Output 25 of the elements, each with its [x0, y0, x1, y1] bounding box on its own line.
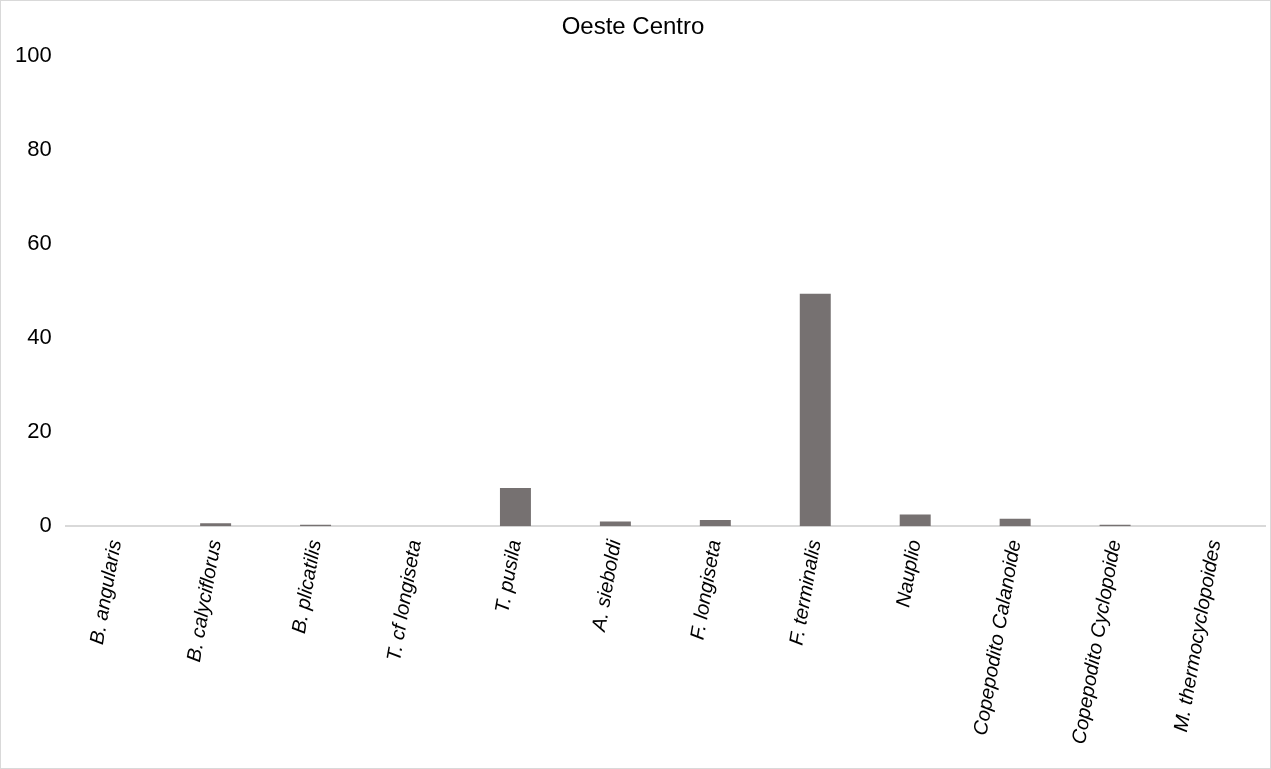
y-tick-label: 40 — [27, 324, 52, 350]
y-tick-label: 0 — [39, 512, 52, 538]
bar — [799, 293, 831, 527]
x-tick-label: Nauplio — [891, 538, 925, 609]
y-tick-label: 60 — [27, 230, 52, 256]
bar — [200, 523, 232, 527]
x-tick-label: T. pusila — [490, 538, 525, 615]
x-tick-label: B. plicatilis — [286, 538, 325, 635]
bar — [599, 521, 631, 527]
x-tick-label: B. calyciflorus — [181, 538, 226, 664]
x-tick-label: F. longiseta — [685, 538, 725, 642]
y-tick-label: 20 — [27, 418, 52, 444]
bar — [499, 488, 531, 527]
x-tick-label: B. angularis — [85, 538, 126, 646]
x-tick-label: Copepodito Calanoide — [968, 538, 1025, 737]
chart-title: Oeste Centro — [561, 12, 705, 40]
y-tick-label: 100 — [14, 41, 52, 67]
x-tick-label: A. sieboldi — [586, 537, 625, 634]
bar — [699, 520, 731, 527]
bar — [999, 518, 1031, 527]
y-tick-label: 80 — [27, 135, 52, 161]
x-tick-label: Copepodito Cyclopoide — [1066, 538, 1125, 746]
bar — [899, 514, 931, 527]
x-tick-label: F. terminalis — [784, 538, 825, 647]
x-tick-label: T. cf longiseta — [381, 538, 425, 663]
